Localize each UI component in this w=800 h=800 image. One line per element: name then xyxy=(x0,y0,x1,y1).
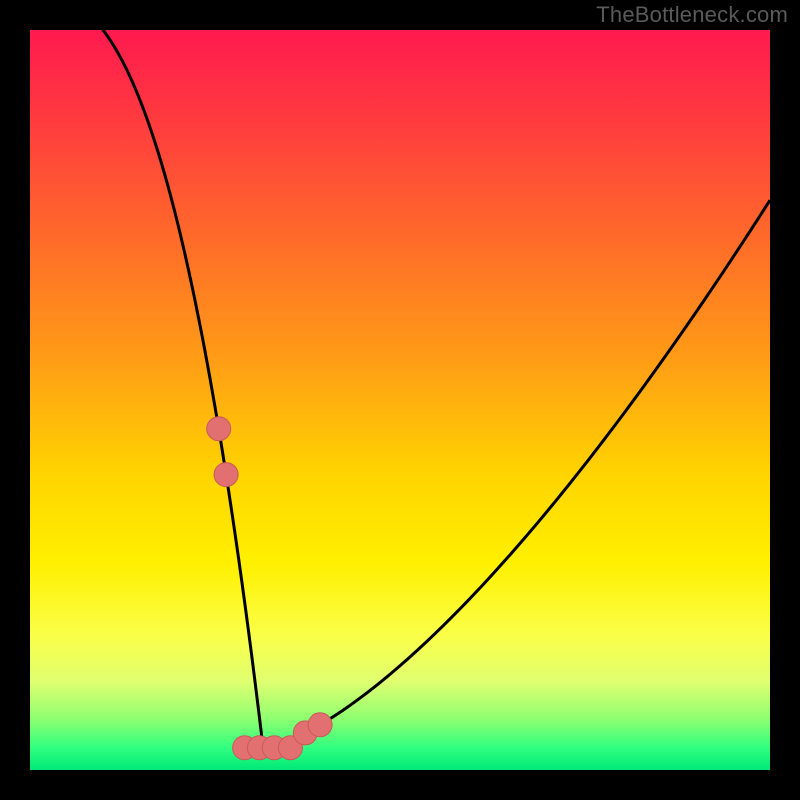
curve-marker xyxy=(207,417,231,441)
chart-background-gradient xyxy=(30,30,770,770)
curve-marker xyxy=(308,713,332,737)
frame-border xyxy=(0,770,800,800)
curve-marker xyxy=(214,463,238,487)
watermark-text: TheBottleneck.com xyxy=(596,2,788,28)
frame-border xyxy=(770,0,800,800)
bottleneck-chart xyxy=(0,0,800,800)
frame-border xyxy=(0,0,30,800)
